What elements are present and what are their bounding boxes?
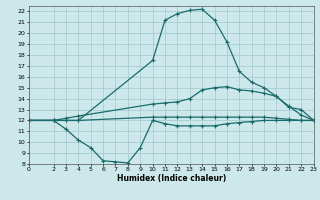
X-axis label: Humidex (Indice chaleur): Humidex (Indice chaleur) <box>116 174 226 183</box>
